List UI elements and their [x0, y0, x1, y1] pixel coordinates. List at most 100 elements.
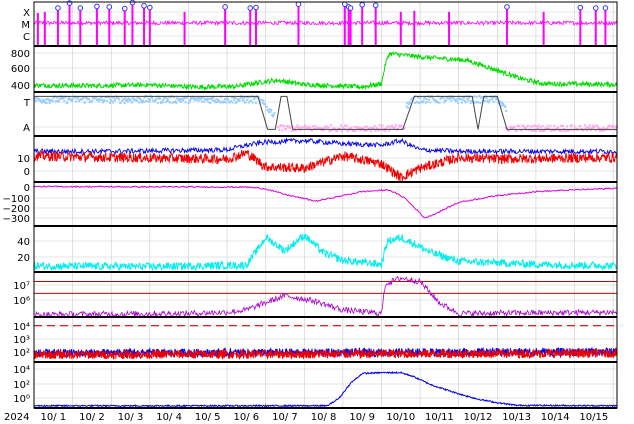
plasma-type-blue-point: [74, 96, 77, 99]
frame-layer: [33, 1, 618, 409]
plasma-type-blue-point: [157, 97, 160, 100]
plasma-type-blue-point: [203, 100, 206, 103]
plasma-type-pink-point: [382, 129, 385, 132]
plasma-type-blue-point: [449, 96, 452, 99]
x-tick-label: 10/ 9: [349, 412, 375, 423]
plasma-type-pink-point: [340, 130, 343, 133]
plasma-type-pink-point: [359, 129, 362, 132]
plasma-type-pink-point: [311, 125, 314, 128]
plasma-type-pink-point: [287, 125, 290, 128]
plasma-type-blue-point: [464, 101, 467, 104]
plasma-type-blue-point: [245, 95, 248, 98]
plasma-type-blue-point: [233, 96, 236, 99]
x-tick-label: 10/ 1: [40, 412, 66, 423]
plasma-type-blue-point: [267, 111, 270, 114]
plasma-type-pink-point: [527, 124, 530, 127]
y-tick-labels-bfield: 010: [17, 154, 30, 178]
plasma-type-blue-point: [467, 99, 470, 102]
plasma-type-blue-point: [52, 96, 55, 99]
plasma-type-blue-point: [142, 99, 145, 102]
plasma-type-pink-point: [510, 125, 513, 128]
plasma-type-blue-point: [202, 95, 205, 98]
plasma-type-blue-point: [440, 96, 443, 99]
plasma-type-blue-point: [166, 99, 169, 102]
plasma-type-pink-point: [368, 126, 371, 129]
plasma-type-blue-point: [227, 98, 230, 101]
plasma-type-blue-point: [501, 101, 504, 104]
plasma-type-blue-point: [217, 98, 220, 101]
flare-marker: [94, 3, 100, 10]
plasma-type-blue-point: [243, 96, 246, 99]
plasma-type-pink-point: [610, 125, 613, 128]
plasma-type-blue-point: [250, 99, 253, 102]
plasma-type-blue-point: [206, 99, 209, 102]
panel-dst: [33, 185, 617, 219]
plasma-type-pink-point: [317, 126, 320, 129]
plasma-type-blue-point: [230, 100, 233, 103]
x-tick-label: 10/ 3: [118, 412, 144, 423]
plasma-type-blue-point: [156, 101, 159, 104]
plasma-type-blue-point: [180, 98, 183, 101]
plasma-type-pink-point: [333, 127, 336, 130]
plasma-type-blue-point: [162, 98, 165, 101]
plasma-type-blue-point: [496, 98, 499, 101]
plasma-type-pink-point: [532, 125, 535, 128]
plasma-type-blue-point: [71, 98, 74, 101]
plasma-type-pink-point: [518, 125, 521, 128]
plasma-type-pink-point: [524, 127, 527, 130]
plasma-type-pink-point: [345, 124, 348, 127]
y-tick-labels-dst: 0−100−200−300: [3, 183, 30, 225]
plasma-type-blue-point: [215, 98, 218, 101]
flare-marker: [55, 5, 61, 11]
plasma-type-blue-point: [452, 96, 455, 99]
plasma-type-pink-point: [550, 130, 553, 133]
plasma-type-blue-point: [124, 97, 127, 100]
flare-marker: [147, 4, 153, 11]
plasma-type-blue-point: [219, 101, 222, 104]
plasma-type-pink-point: [299, 129, 302, 132]
plasma-type-pink-point: [575, 127, 578, 130]
plasma-type-blue-point: [141, 101, 144, 104]
plasma-type-pink-point: [531, 130, 534, 133]
plasma-type-blue-point: [464, 100, 467, 103]
plasma-type-blue-point: [451, 97, 454, 100]
plasma-type-pink-point: [396, 127, 399, 130]
plasma-type-pink-point: [373, 124, 376, 127]
y-tick-label: 10⁴: [13, 365, 30, 376]
plasma-type-blue-point: [98, 98, 101, 101]
panel-flare: [33, 0, 618, 46]
plasma-type-pink-point: [586, 129, 589, 132]
plasma-type-blue-point: [45, 102, 48, 105]
plasma-type-pink-point: [347, 127, 350, 130]
y-tick-label: 0: [24, 183, 30, 194]
plasma-type-blue-point: [162, 96, 165, 99]
plasma-type-blue-point: [419, 97, 422, 100]
plasma-type-pink-point: [509, 126, 512, 129]
plasma-type-blue-point: [407, 103, 410, 106]
plasma-type-blue-point: [103, 99, 106, 102]
plasma-type-blue-point: [55, 99, 58, 102]
plasma-type-blue-point: [70, 98, 73, 101]
plasma-type-blue-point: [113, 99, 116, 102]
plasma-type-blue-point: [428, 96, 431, 99]
plasma-type-pink-point: [312, 127, 315, 130]
flare-marker: [295, 1, 302, 7]
plasma-type-blue-point: [265, 105, 268, 108]
plasma-type-pink-point: [526, 125, 529, 128]
plasma-type-pink-point: [381, 124, 384, 127]
plasma-type-blue-point: [143, 96, 146, 99]
data-layer: [33, 0, 619, 408]
plasma-type-blue-point: [254, 96, 257, 99]
plasma-type-pink-point: [357, 127, 360, 130]
plasma-type-pink-point: [383, 127, 386, 130]
plasma-type-blue-point: [211, 99, 214, 102]
plasma-type-pink-point: [546, 124, 549, 127]
plasma-type-blue-point: [108, 96, 111, 99]
plasma-type-pink-point: [290, 129, 293, 132]
plasma-type-blue-point: [247, 101, 250, 104]
plasma-type-blue-point: [223, 97, 226, 100]
flare-marker: [347, 5, 354, 11]
plasma-type-blue-point: [82, 96, 85, 99]
plasma-type-pink-point: [561, 129, 564, 132]
